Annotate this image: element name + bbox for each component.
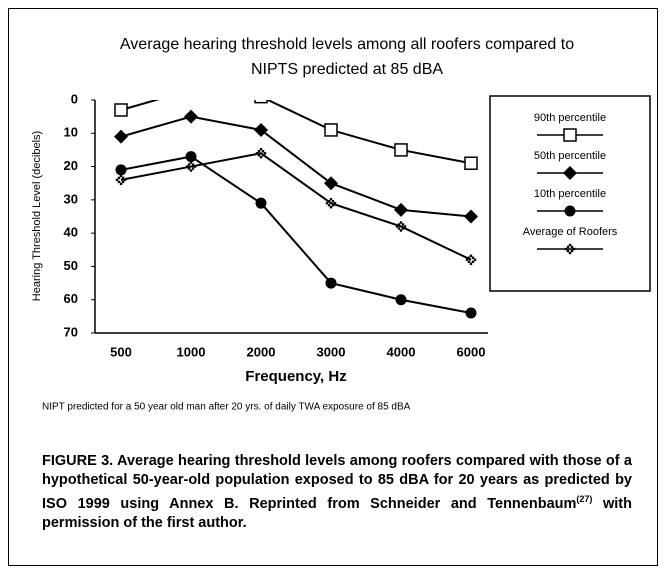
marker [254, 122, 268, 137]
y-tick-label: 50 [64, 258, 78, 273]
marker [324, 176, 338, 191]
x-tick-label: 2000 [247, 344, 276, 359]
chart-title: NIPTS predicted at 85 dBA [251, 61, 443, 78]
marker [255, 148, 267, 159]
marker [395, 294, 407, 306]
y-tick-label: 60 [64, 291, 78, 306]
x-tick-label: 1000 [177, 344, 206, 359]
legend-marker [563, 128, 577, 142]
figure-frame [8, 8, 658, 566]
y-tick-label: 0 [71, 91, 78, 106]
plot-area [114, 84, 478, 319]
marker [324, 123, 338, 137]
series-line [120, 152, 472, 261]
legend-marker [564, 205, 576, 217]
marker [184, 109, 198, 124]
legend-box [489, 95, 651, 292]
marker [185, 84, 197, 96]
series-line [120, 100, 472, 165]
legend-label: Average of Roofers [523, 226, 618, 238]
marker [465, 307, 477, 319]
x-tick-label: 3000 [317, 344, 346, 359]
x-tick-label: 4000 [387, 344, 416, 359]
marker [255, 197, 267, 209]
x-axis-title: Frequency, Hz [245, 368, 346, 385]
marker [115, 164, 127, 176]
caption-text: with permission of the first author. [42, 495, 632, 531]
marker [325, 277, 337, 289]
chart-title: Average hearing threshold levels among a… [120, 36, 574, 53]
marker [114, 103, 128, 117]
y-axis-title: Hearing Threshold Level (decibels) [31, 131, 43, 301]
y-tick-label: 10 [64, 125, 78, 140]
y-tick-label: 70 [64, 324, 78, 339]
caption-text: FIGURE 3. Average hearing threshold leve… [42, 453, 632, 512]
x-tick-label: 6000 [457, 344, 486, 359]
y-tick-label: 20 [64, 158, 78, 173]
x-tick-label: 500 [110, 344, 132, 359]
y-tick-label: 30 [64, 191, 78, 206]
legend-marker [563, 166, 577, 180]
marker [465, 254, 477, 265]
marker [115, 174, 127, 186]
series-line [120, 155, 472, 315]
marker [394, 202, 408, 217]
note: NIPT predicted for a 50 year old man aft… [42, 402, 411, 413]
marker [395, 221, 407, 232]
y-tick-label: 40 [64, 225, 78, 240]
marker [464, 156, 478, 170]
marker [394, 143, 408, 157]
caption-ref: (27) [576, 494, 593, 504]
marker [254, 100, 268, 104]
caption: FIGURE 3. Average hearing threshold leve… [42, 452, 632, 533]
series-line [120, 115, 472, 218]
legend-label: 10th percentile [534, 188, 606, 200]
marker [464, 209, 478, 224]
legend-marker [564, 243, 576, 255]
marker [185, 151, 197, 163]
marker [185, 161, 197, 172]
legend-label: 90th percentile [534, 112, 606, 124]
legend-label: 50th percentile [534, 150, 606, 162]
marker [325, 197, 337, 209]
marker [114, 129, 128, 144]
